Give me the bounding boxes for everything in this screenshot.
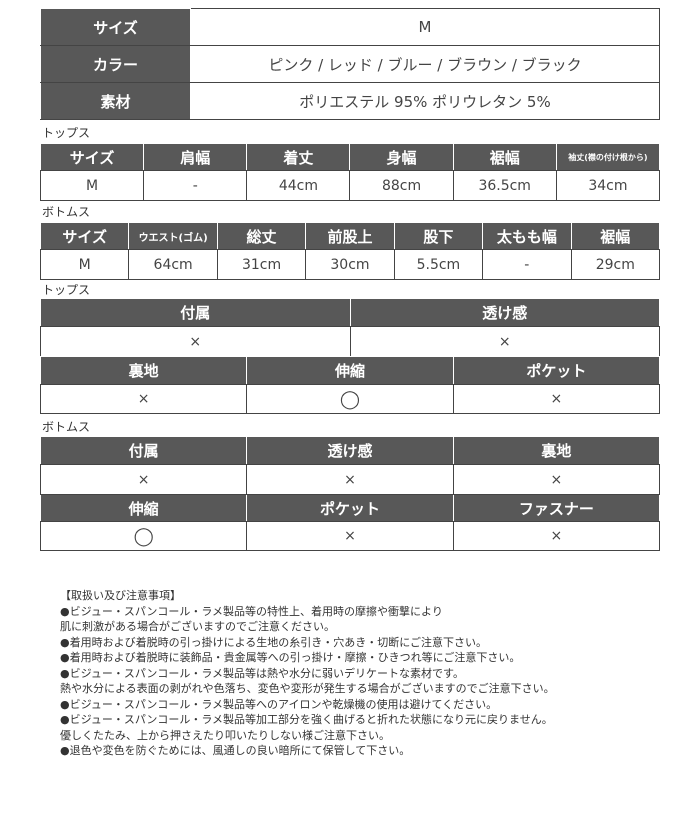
note-line: ●ビジュー・スパンコール・ラメ製品等加工部分を強く曲げると折れた状態になり元に戻… (60, 713, 553, 726)
material-label: 素材 (40, 82, 191, 120)
color-label: カラー (40, 45, 191, 83)
value-cell: 36.5cm (452, 170, 557, 201)
value-cell: 31cm (216, 249, 307, 280)
value-cell: M (39, 170, 145, 201)
note-line: 肌に刺激がある場合がございますのでご注意ください。 (60, 620, 335, 633)
header-cell: 前股上 (305, 222, 395, 250)
value-cell: 44cm (246, 170, 351, 201)
header-cell: 裏地 (452, 436, 661, 465)
header-cell: 肩幅 (143, 143, 248, 171)
header-cell: 裾幅 (452, 143, 557, 171)
header-cell: 股下 (393, 222, 484, 250)
value-cell: 30cm (305, 249, 395, 280)
header-cell: 太もも幅 (482, 222, 572, 250)
header-cell: ファスナー (452, 494, 661, 522)
value-cell: M (39, 249, 130, 280)
header-cell: 伸縮 (246, 356, 454, 385)
header-cell: 透け感 (246, 436, 454, 465)
note-line: ●ビジュー・スパンコール・ラメ製品等へのアイロンや乾燥機の使用は避けてください。 (60, 697, 498, 711)
material-value: ポリエステル 95% ポリウレタン 5% (190, 82, 660, 120)
tops-details-table-2: 裏地 伸縮 ポケット × ◯ × (39, 356, 661, 414)
value-cell: - (482, 249, 572, 280)
value-cell: × (40, 326, 351, 357)
value-cell: 29cm (570, 249, 661, 280)
header-cell: 裏地 (39, 356, 248, 385)
header-cell: ポケット (246, 494, 454, 522)
value-cell: - (143, 170, 248, 201)
value-cell: × (452, 521, 661, 551)
note-line: 優しくたたみ、上から押さえたり叩いたりしない様ご注意下さい。 (60, 728, 390, 742)
tops-size-table: サイズ 肩幅 着丈 身幅 裾幅 袖丈(襟の付け根から) M - 44cm 88c… (39, 143, 661, 201)
header-cell: ポケット (452, 356, 661, 385)
value-cell: ◯ (39, 521, 248, 551)
header-cell: 伸縮 (39, 494, 248, 522)
bottoms-size-table: サイズ ウエスト(ゴム) 総丈 前股上 股下 太もも幅 裾幅 M 64cm 31… (39, 222, 661, 280)
note-line: ●ビジュー・スパンコール・ラメ製品等は熱や水分に弱いデリケートな素材です。 (60, 666, 464, 680)
value-cell: × (452, 384, 661, 414)
header-cell: 身幅 (349, 143, 454, 171)
tops-details-label: トップス (42, 283, 91, 297)
bottoms-section-label: ボトムス (42, 205, 91, 219)
value-cell: 5.5cm (393, 249, 484, 280)
header-cell: サイズ (39, 222, 130, 250)
header-cell: 透け感 (349, 298, 660, 327)
value-cell: 64cm (128, 249, 218, 280)
value-cell: × (246, 521, 454, 551)
header-cell: 着丈 (246, 143, 351, 171)
bottoms-details-label: ボトムス (42, 420, 91, 434)
value-cell: ◯ (246, 384, 454, 414)
value-cell: × (39, 384, 248, 414)
note-line: ●着用時および着脱時に装飾品・貴金属等への引っ掛け・摩擦・ひきつれ等にご注意下さ… (60, 651, 521, 664)
summary-table: サイズ M カラー ピンク / レッド / ブルー / ブラウン / ブラック 素材… (40, 8, 660, 120)
header-cell: 付属 (40, 298, 351, 327)
note-line: 熱や水分による表面の剥がれや色落ち、変色や変形が発生する場合がございますのでご注… (60, 682, 555, 695)
bottoms-details-table: 付属 透け感 裏地 × × × 伸縮 ポケット ファスナー ◯ × × (39, 436, 661, 551)
notes-title: 【取扱い及び注意事項】 (60, 589, 181, 602)
header-cell: サイズ (39, 143, 145, 171)
tops-details-table-1: 付属 透け感 × × (40, 298, 660, 357)
header-cell: ウエスト(ゴム) (128, 222, 218, 250)
header-cell: 総丈 (216, 222, 307, 250)
note-line: ●ビジュー・スパンコール・ラメ製品等の特性上、着用時の摩擦や衝撃により (60, 604, 443, 618)
note-line: ●退色や変色を防ぐためには、風通しの良い暗所にて保管して下さい。 (60, 744, 411, 757)
value-cell: × (349, 326, 660, 357)
color-value: ピンク / レッド / ブルー / ブラウン / ブラック (190, 45, 660, 83)
size-value: M (190, 8, 660, 46)
value-cell: 34cm (555, 170, 661, 201)
header-cell: 裾幅 (570, 222, 661, 250)
header-cell: 袖丈(襟の付け根から) (555, 143, 661, 171)
value-cell: × (452, 464, 661, 495)
note-line: ●着用時および着脱時の引っ掛けによる生地の糸引き・穴あき・切断にご注意下さい。 (60, 635, 488, 649)
value-cell: × (246, 464, 454, 495)
value-cell: 88cm (349, 170, 454, 201)
value-cell: × (39, 464, 248, 495)
header-cell: 付属 (39, 436, 248, 465)
tops-section-label: トップス (42, 126, 91, 140)
care-notes: 【取扱い及び注意事項】 ●ビジュー・スパンコール・ラメ製品等の特性上、着用時の摩擦… (60, 588, 555, 759)
size-label: サイズ (40, 8, 191, 46)
